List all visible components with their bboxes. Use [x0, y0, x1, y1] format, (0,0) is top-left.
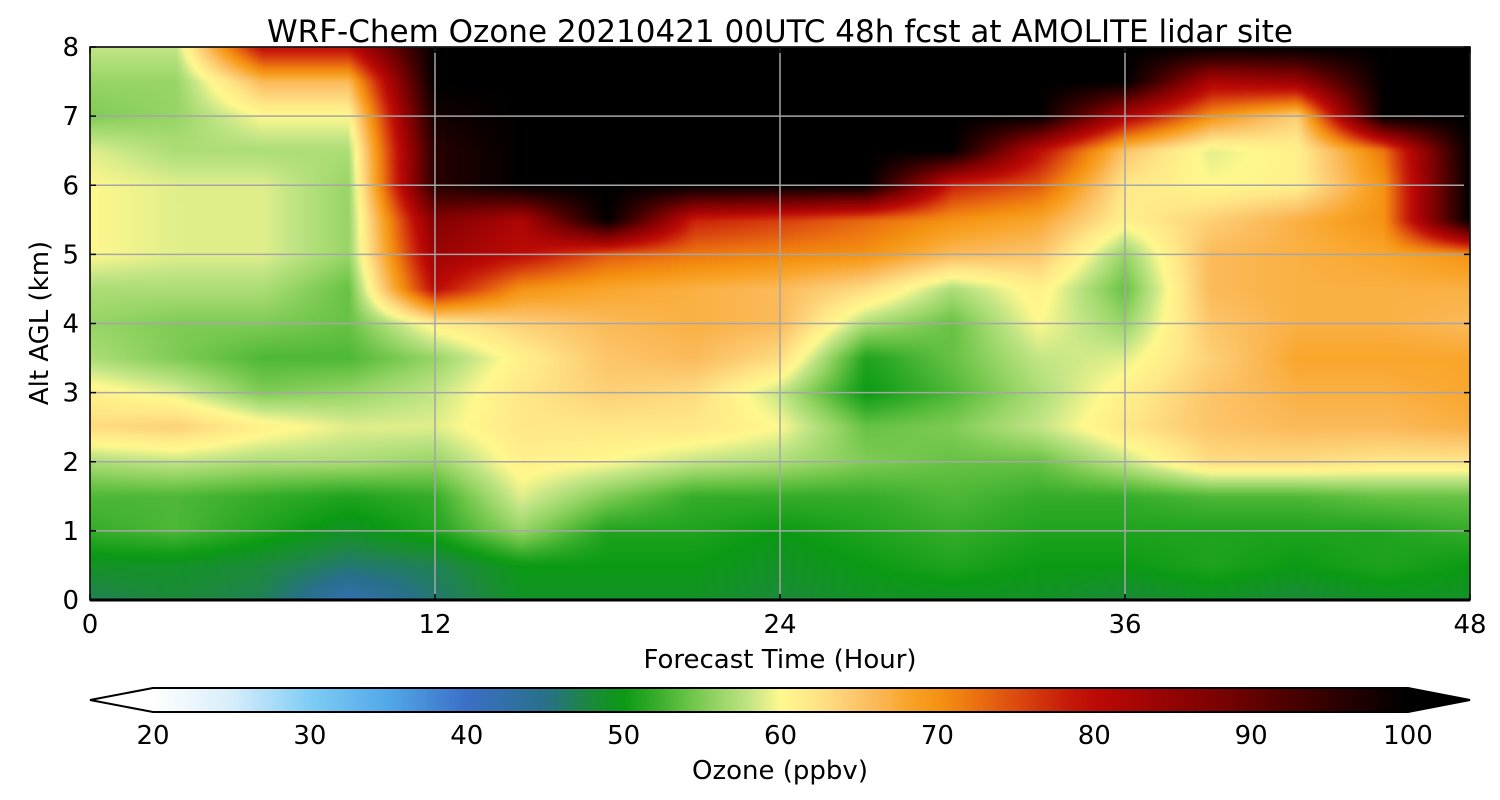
- y-tick-label: 3: [62, 379, 79, 409]
- x-axis-ticks: 0 12 24 36 48: [82, 47, 1487, 640]
- chart-title: WRF-Chem Ozone 20210421 00UTC 48h fcst a…: [267, 14, 1293, 50]
- y-tick-label: 8: [62, 33, 79, 63]
- y-axis-ticks: 0 1 2 3 4 5 6 7 8: [62, 33, 1470, 616]
- x-tick-label: 0: [82, 610, 99, 640]
- colorbar-tick-label: 50: [607, 721, 640, 751]
- colorbar-tick-label: 30: [293, 721, 326, 751]
- colorbar-min-extension: [90, 688, 153, 712]
- y-tick-label: 2: [62, 448, 79, 478]
- y-axis-label: Alt AGL (km): [25, 241, 55, 405]
- y-tick-label: 0: [62, 586, 79, 616]
- y-tick-label: 1: [62, 517, 79, 547]
- y-tick-label: 4: [62, 310, 79, 340]
- y-tick-label: 5: [62, 240, 79, 270]
- colorbar-tick-label: 80: [1078, 721, 1111, 751]
- x-tick-label: 48: [1453, 610, 1486, 640]
- colorbar-tick-label: 60: [764, 721, 797, 751]
- y-tick-label: 7: [62, 102, 79, 132]
- colorbar: 20 30 40 50 60 70 80 90 100 Ozone (ppbv): [89, 687, 1471, 786]
- x-tick-label: 24: [763, 610, 796, 640]
- x-tick-label: 12: [418, 610, 451, 640]
- colorbar-label: Ozone (ppbv): [692, 756, 868, 786]
- colorbar-outline: [89, 687, 1471, 713]
- y-tick-label: 6: [62, 171, 79, 201]
- colorbar-max-extension: [1408, 688, 1470, 712]
- colorbar-tick-label: 100: [1383, 721, 1433, 751]
- colorbar-gradient: [153, 688, 1408, 712]
- colorbar-tick-label: 70: [921, 721, 954, 751]
- colorbar-ticks: 20 30 40 50 60 70 80 90 100: [136, 721, 1432, 751]
- colorbar-tick-label: 40: [450, 721, 483, 751]
- x-axis-label: Forecast Time (Hour): [643, 645, 916, 675]
- colorbar-tick-label: 20: [136, 721, 169, 751]
- x-tick-label: 36: [1108, 610, 1141, 640]
- colorbar-tick-label: 90: [1235, 721, 1268, 751]
